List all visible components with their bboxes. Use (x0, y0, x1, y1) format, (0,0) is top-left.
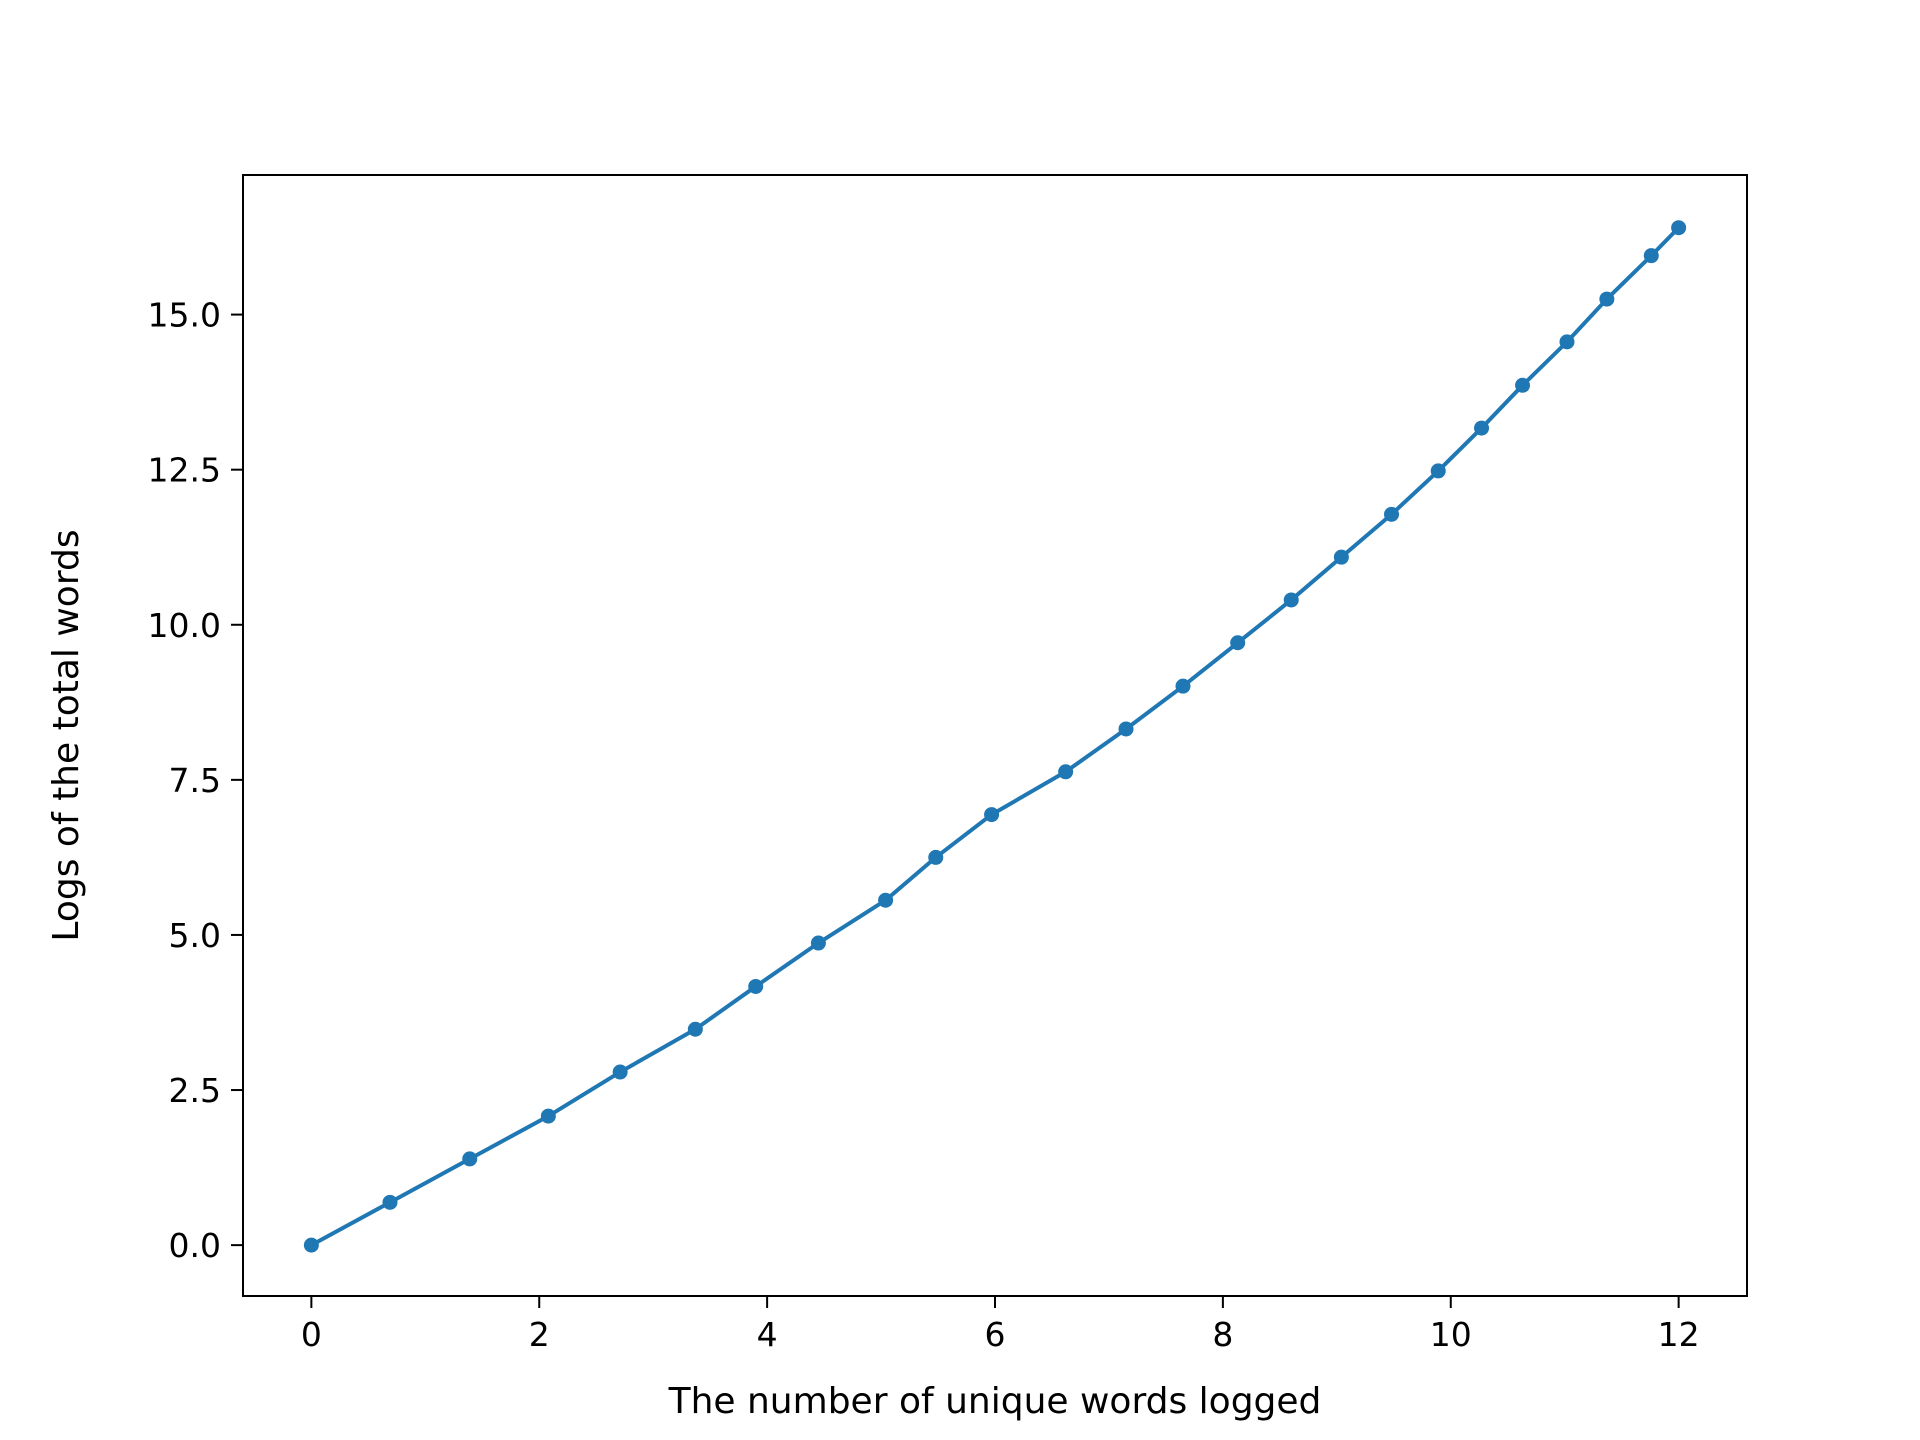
x-axis-label: The number of unique words logged (668, 1381, 1322, 1422)
axes-frame (242, 174, 1748, 1297)
data-point (1599, 291, 1615, 307)
data-point (687, 1021, 703, 1037)
data-point (748, 978, 764, 994)
y-tick-label: 7.5 (169, 761, 221, 800)
y-axis-label: Logs of the total words (46, 529, 87, 941)
y-tick-label: 12.5 (148, 451, 221, 490)
data-point (878, 892, 894, 908)
y-tick-label: 10.0 (148, 606, 221, 645)
data-point (1643, 248, 1659, 264)
data-point (1058, 764, 1074, 780)
x-tick-label: 2 (529, 1315, 550, 1354)
data-point (1430, 463, 1446, 479)
data-point (1118, 721, 1134, 737)
y-tick-label: 0.0 (169, 1226, 221, 1265)
data-point (303, 1237, 319, 1253)
data-point (540, 1108, 556, 1124)
data-point (1384, 506, 1400, 522)
data-point (1283, 592, 1299, 608)
x-tick-label: 10 (1430, 1315, 1472, 1354)
x-axis-ticks: 0 2 4 6 8 10 12 (301, 1296, 1700, 1354)
data-point (928, 849, 944, 865)
data-point (1515, 377, 1531, 393)
x-tick-label: 12 (1658, 1315, 1700, 1354)
y-tick-label: 2.5 (169, 1071, 221, 1110)
x-tick-label: 0 (301, 1315, 322, 1354)
data-point (984, 807, 1000, 823)
plot-area (303, 220, 1687, 1253)
series-line (310, 226, 1681, 1247)
data-point (462, 1151, 478, 1167)
data-point (612, 1064, 628, 1080)
data-point (1230, 635, 1246, 651)
data-point (810, 935, 826, 951)
y-tick-label: 5.0 (169, 916, 221, 955)
x-tick-label: 4 (757, 1315, 778, 1354)
data-point (1175, 678, 1191, 694)
data-point (1671, 220, 1687, 236)
y-axis-ticks: 0.0 2.5 5.0 7.5 10.0 12.5 15.0 (148, 296, 243, 1265)
y-tick-label: 15.0 (148, 296, 221, 335)
data-point (1333, 549, 1349, 565)
data-point (382, 1194, 398, 1210)
data-point (1474, 420, 1490, 436)
x-tick-label: 6 (985, 1315, 1006, 1354)
data-point (1559, 334, 1575, 350)
x-tick-label: 8 (1212, 1315, 1233, 1354)
